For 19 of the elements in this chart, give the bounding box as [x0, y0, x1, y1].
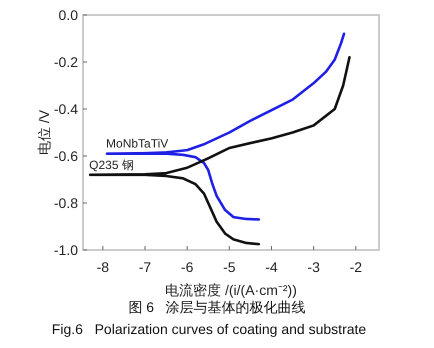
x-tick-label: -4 [265, 259, 278, 275]
x-tick-label: -3 [307, 259, 320, 275]
x-tick-label: -8 [96, 259, 110, 275]
x-axis-title: 电流密度 /(i/(A·cm⁻²)) [165, 282, 297, 298]
y-tick-label: -0.8 [54, 195, 78, 211]
x-tick-label: -2 [350, 259, 362, 275]
y-tick-label: 0.0 [58, 7, 78, 23]
x-tick-label: -7 [138, 259, 152, 275]
y-tick-label: -0.4 [54, 101, 78, 117]
y-tick-label: -1.0 [54, 242, 78, 258]
y-axis-title: 电位 /V [36, 109, 52, 156]
text: Fig.6 Polarization curves of coating and substrate [52, 321, 366, 337]
x-tick-label: -5 [223, 259, 236, 275]
y-tick-label: -0.6 [54, 148, 78, 164]
text: 图 6 涂层与基体的极化曲线 [128, 299, 306, 315]
series-label: MoNbTaTiV [106, 136, 168, 151]
series-label: Q235 钢 [89, 158, 134, 172]
y-tick-label: -0.2 [54, 54, 78, 70]
x-tick-label: -6 [180, 259, 194, 275]
